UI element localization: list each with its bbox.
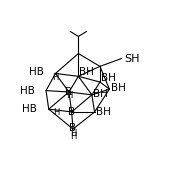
Text: H: H: [66, 92, 72, 100]
Text: BH: BH: [93, 89, 108, 99]
Text: BH: BH: [79, 67, 94, 77]
Text: H: H: [53, 108, 59, 117]
Text: B: B: [69, 123, 77, 133]
Text: BH: BH: [101, 73, 116, 83]
Text: H: H: [52, 73, 59, 82]
Text: H: H: [70, 132, 76, 141]
Text: BH: BH: [111, 83, 126, 93]
Text: B: B: [68, 107, 75, 117]
Text: HB: HB: [20, 86, 35, 96]
Text: BH: BH: [96, 107, 111, 117]
Text: SH: SH: [124, 53, 140, 63]
Text: H: H: [70, 129, 76, 137]
Text: HB: HB: [22, 104, 37, 114]
Text: HB: HB: [29, 67, 44, 77]
Text: B: B: [65, 87, 73, 97]
